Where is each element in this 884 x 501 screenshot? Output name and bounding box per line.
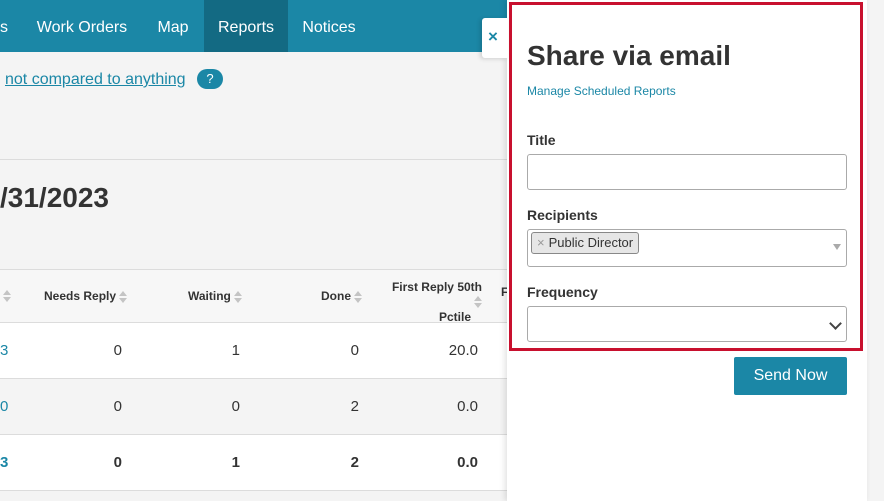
nav-item-reports[interactable]: Reports [204, 0, 288, 52]
close-panel-button[interactable]: × [482, 18, 508, 58]
col-label: Done [321, 289, 351, 303]
panel-title: Share via email [527, 40, 731, 71]
cell-first-reply: 0.0 [457, 398, 478, 415]
table-header: Needs Reply Waiting Done First Reply 50t… [0, 269, 510, 324]
col-needs-reply[interactable]: Needs Reply [44, 289, 128, 303]
manage-scheduled-reports-link[interactable]: Manage Scheduled Reports [527, 84, 676, 98]
cell-needs-reply: 0 [113, 342, 122, 359]
divider [0, 159, 510, 160]
recipient-tag-label: Public Director [548, 235, 634, 250]
table-row: 3 0 1 0 20.0 [0, 323, 510, 379]
close-icon: × [488, 27, 498, 46]
sort-icon [119, 290, 128, 303]
sort-icon [354, 290, 362, 303]
date-range-heading: /31/2023 [0, 182, 109, 213]
nav-item-partial[interactable]: s [0, 19, 8, 36]
nav-item-work-orders[interactable]: Work Orders [36, 19, 128, 36]
cell-first-reply: 0.0 [457, 454, 478, 471]
frequency-label: Frequency [527, 284, 598, 300]
sort-icon[interactable] [3, 290, 11, 302]
col-next-partial[interactable]: F [501, 285, 509, 299]
cell-needs-reply: 0 [113, 398, 122, 415]
sort-icon [233, 290, 242, 303]
report-table: Needs Reply Waiting Done First Reply 50t… [0, 269, 510, 491]
sort-icon [474, 295, 482, 308]
cell-needs-reply: 0 [113, 454, 122, 471]
focus-highlight [509, 2, 863, 351]
row-count-link[interactable]: 0 [0, 398, 9, 415]
cell-waiting: 1 [231, 454, 240, 471]
nav-item-notices[interactable]: Notices [302, 19, 356, 36]
recipients-label: Recipients [527, 207, 598, 223]
cell-done: 0 [350, 342, 359, 359]
send-now-button[interactable]: Send Now [734, 357, 847, 395]
dropdown-caret-icon[interactable] [833, 244, 841, 250]
row-count-link[interactable]: 3 [0, 454, 9, 471]
cell-waiting: 1 [231, 342, 240, 359]
cell-first-reply: 20.0 [448, 342, 478, 359]
comparison-link[interactable]: not compared to anything [5, 71, 186, 88]
cell-waiting: 0 [231, 398, 240, 415]
page-gutter [867, 0, 884, 501]
help-icon[interactable]: ? [197, 69, 223, 89]
title-input[interactable] [527, 154, 847, 190]
nav-item-map[interactable]: Map [157, 19, 189, 36]
col-first-reply[interactable]: First Reply 50th Pctile [382, 280, 482, 324]
top-nav: s Work Orders Map Reports Notices [0, 0, 510, 52]
col-waiting[interactable]: Waiting [188, 289, 242, 303]
recipient-tag: × Public Director [531, 232, 640, 254]
col-label: First Reply 50th [391, 280, 482, 294]
cell-done: 2 [350, 398, 359, 415]
remove-tag-icon[interactable]: × [537, 235, 545, 250]
table-row-total: 3 0 1 2 0.0 [0, 435, 510, 491]
col-done[interactable]: Done [321, 289, 362, 303]
table-row: 0 0 0 2 0.0 [0, 379, 510, 435]
frequency-select[interactable] [527, 306, 847, 342]
col-label: Needs Reply [44, 289, 117, 303]
cell-done: 2 [350, 454, 359, 471]
col-label: Waiting [188, 289, 231, 303]
title-label: Title [527, 132, 556, 148]
col-label-line2: Pctile [438, 310, 471, 324]
row-count-link[interactable]: 3 [0, 342, 9, 359]
